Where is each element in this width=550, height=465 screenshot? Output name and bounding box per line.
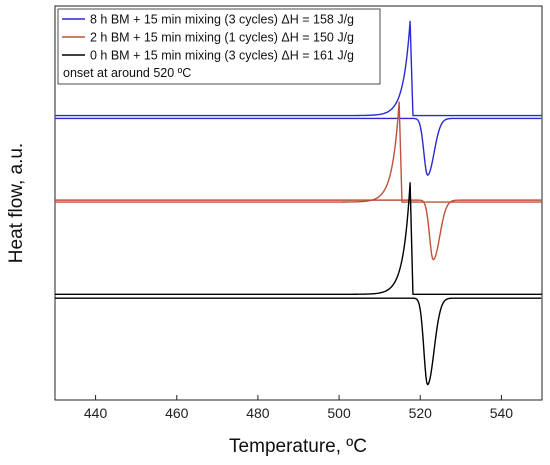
x-axis-title: Temperature, ºC — [229, 436, 367, 457]
series-2 — [55, 182, 542, 386]
y-axis-title: Heat flow, a.u. — [6, 143, 27, 263]
legend: 8 h BM + 15 min mixing (3 cycles) ΔH = 1… — [57, 8, 381, 85]
series-1-heating-curve — [55, 101, 542, 203]
x-axis-tick-labels: 440 460 480 500 520 540 — [84, 405, 513, 421]
x-tick-label-500: 500 — [327, 405, 351, 421]
series-0-cooling-curve — [55, 117, 542, 176]
series-2-cooling-curve — [55, 297, 542, 386]
series-1-cooling-curve — [55, 199, 542, 261]
legend-annotation: onset at around 520 ºC — [63, 66, 191, 80]
series-curves — [55, 20, 542, 386]
plot-frame — [54, 5, 543, 401]
x-tick-label-520: 520 — [409, 405, 433, 421]
x-axis-ticks — [95, 395, 502, 400]
legend-label-series-0: 8 h BM + 15 min mixing (3 cycles) ΔH = 1… — [90, 13, 354, 27]
x-tick-label-480: 480 — [246, 405, 270, 421]
series-2-heating-curve — [55, 182, 542, 295]
legend-box — [57, 8, 381, 85]
legend-label-series-2: 0 h BM + 15 min mixing (3 cycles) ΔH = 1… — [90, 49, 354, 63]
legend-label-series-1: 2 h BM + 15 min mixing (1 cycles) ΔH = 1… — [90, 31, 354, 45]
series-1 — [55, 101, 542, 261]
x-tick-label-540: 540 — [490, 405, 514, 421]
x-tick-label-440: 440 — [84, 405, 108, 421]
series-0 — [55, 20, 542, 176]
series-0-heating-curve — [55, 20, 542, 117]
x-tick-label-460: 460 — [165, 405, 189, 421]
